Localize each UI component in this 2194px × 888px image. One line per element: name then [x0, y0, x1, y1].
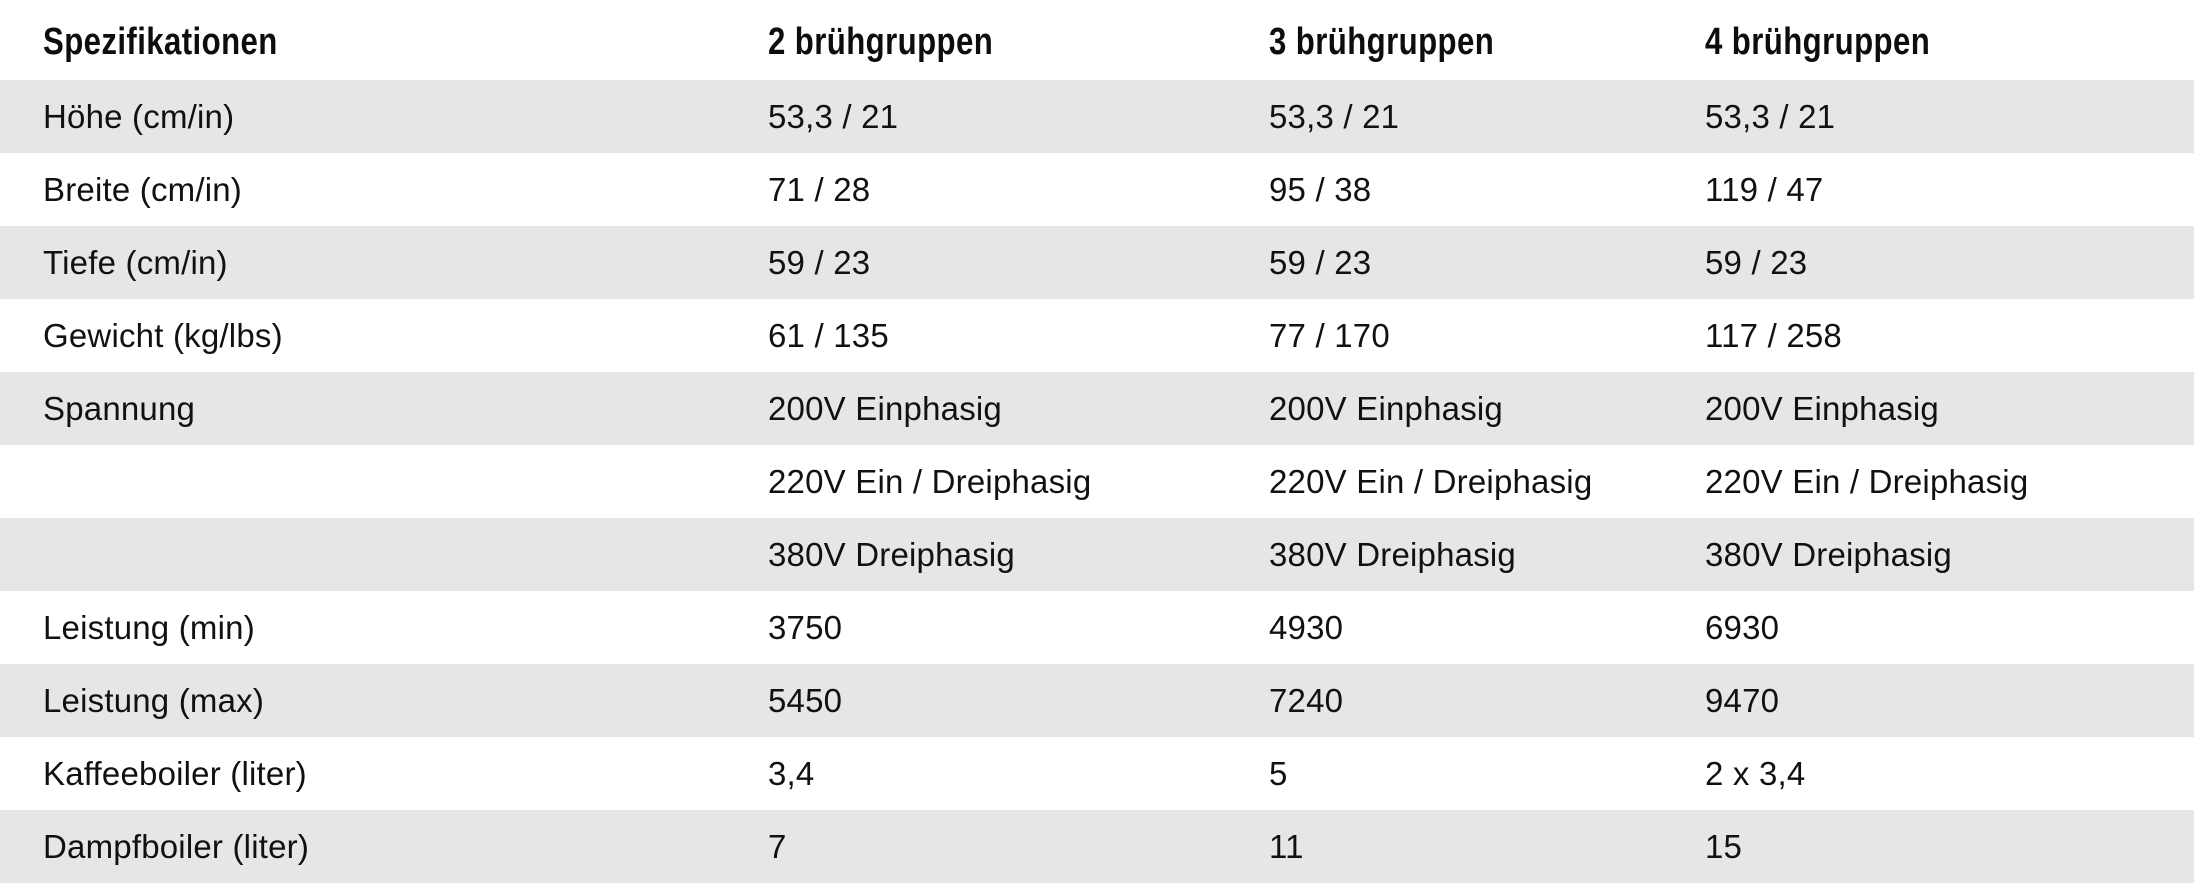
row-value-2-groups: 3750 [768, 608, 843, 646]
row-value-3-groups: 4930 [1269, 608, 1344, 646]
row-value-4-groups: 15 [1705, 827, 1743, 865]
table-row: Breite (cm/in) 71 / 28 95 / 38 119 / 47 [0, 153, 2194, 226]
table-row: Kaffeeboiler (liter) 3,4 5 2 x 3,4 [0, 737, 2194, 810]
row-value-3-groups: 200V Einphasig [1269, 389, 1503, 427]
row-value-3-groups: 7240 [1269, 681, 1344, 719]
row-value-4-groups: 117 / 258 [1705, 316, 1842, 354]
row-value-2-groups: 5450 [768, 681, 843, 719]
row-label: Leistung (min) [43, 608, 255, 646]
row-value-2-groups: 220V Ein / Dreiphasig [768, 462, 1092, 500]
table-row: Gewicht (kg/lbs) 61 / 135 77 / 170 117 /… [0, 299, 2194, 372]
table-row: Spannung 200V Einphasig 200V Einphasig 2… [0, 372, 2194, 445]
table-row: Tiefe (cm/in) 59 / 23 59 / 23 59 / 23 [0, 226, 2194, 299]
row-value-3-groups: 59 / 23 [1269, 243, 1372, 281]
row-value-2-groups: 53,3 / 21 [768, 97, 899, 135]
row-label: Höhe (cm/in) [43, 97, 235, 135]
row-value-2-groups: 3,4 [768, 754, 815, 792]
row-label: Gewicht (kg/lbs) [43, 316, 283, 354]
header-2-bruehgruppen: 2 brühgruppen [768, 20, 994, 63]
table-row: Dampfboiler (liter) 7 11 15 [0, 810, 2194, 883]
row-value-3-groups: 95 / 38 [1269, 170, 1372, 208]
header-4-bruehgruppen: 4 brühgruppen [1705, 20, 1931, 63]
row-label: Tiefe (cm/in) [43, 243, 228, 281]
row-value-3-groups: 5 [1269, 754, 1288, 792]
row-value-2-groups: 71 / 28 [768, 170, 871, 208]
table-header-row: Spezifikationen 2 brühgruppen 3 brühgrup… [0, 4, 2194, 80]
row-value-4-groups: 6930 [1705, 608, 1780, 646]
row-value-3-groups: 220V Ein / Dreiphasig [1269, 462, 1593, 500]
row-label: Spannung [43, 389, 196, 427]
table-row: Leistung (min) 3750 4930 6930 [0, 591, 2194, 664]
row-value-3-groups: 380V Dreiphasig [1269, 535, 1516, 573]
row-value-4-groups: 220V Ein / Dreiphasig [1705, 462, 2029, 500]
table-row: 380V Dreiphasig 380V Dreiphasig 380V Dre… [0, 518, 2194, 591]
row-value-4-groups: 200V Einphasig [1705, 389, 1939, 427]
table-row: Leistung (max) 5450 7240 9470 [0, 664, 2194, 737]
header-spezifikationen: Spezifikationen [43, 20, 278, 63]
row-value-2-groups: 61 / 135 [768, 316, 889, 354]
header-3-bruehgruppen: 3 brühgruppen [1269, 20, 1495, 63]
row-label: Kaffeeboiler (liter) [43, 754, 307, 792]
row-value-3-groups: 53,3 / 21 [1269, 97, 1400, 135]
row-value-3-groups: 77 / 170 [1269, 316, 1390, 354]
row-value-4-groups: 2 x 3,4 [1705, 754, 1806, 792]
row-value-3-groups: 11 [1269, 827, 1304, 865]
table-row: Höhe (cm/in) 53,3 / 21 53,3 / 21 53,3 / … [0, 80, 2194, 153]
table-row: 220V Ein / Dreiphasig 220V Ein / Dreipha… [0, 445, 2194, 518]
row-value-4-groups: 380V Dreiphasig [1705, 535, 1952, 573]
row-label: Dampfboiler (liter) [43, 827, 310, 865]
row-value-4-groups: 119 / 47 [1705, 170, 1824, 208]
row-value-2-groups: 380V Dreiphasig [768, 535, 1015, 573]
row-value-4-groups: 59 / 23 [1705, 243, 1808, 281]
row-value-4-groups: 53,3 / 21 [1705, 97, 1836, 135]
row-value-2-groups: 59 / 23 [768, 243, 871, 281]
row-label: Breite (cm/in) [43, 170, 242, 208]
row-value-4-groups: 9470 [1705, 681, 1780, 719]
row-value-2-groups: 200V Einphasig [768, 389, 1002, 427]
row-label: Leistung (max) [43, 681, 265, 719]
row-value-2-groups: 7 [768, 827, 787, 865]
